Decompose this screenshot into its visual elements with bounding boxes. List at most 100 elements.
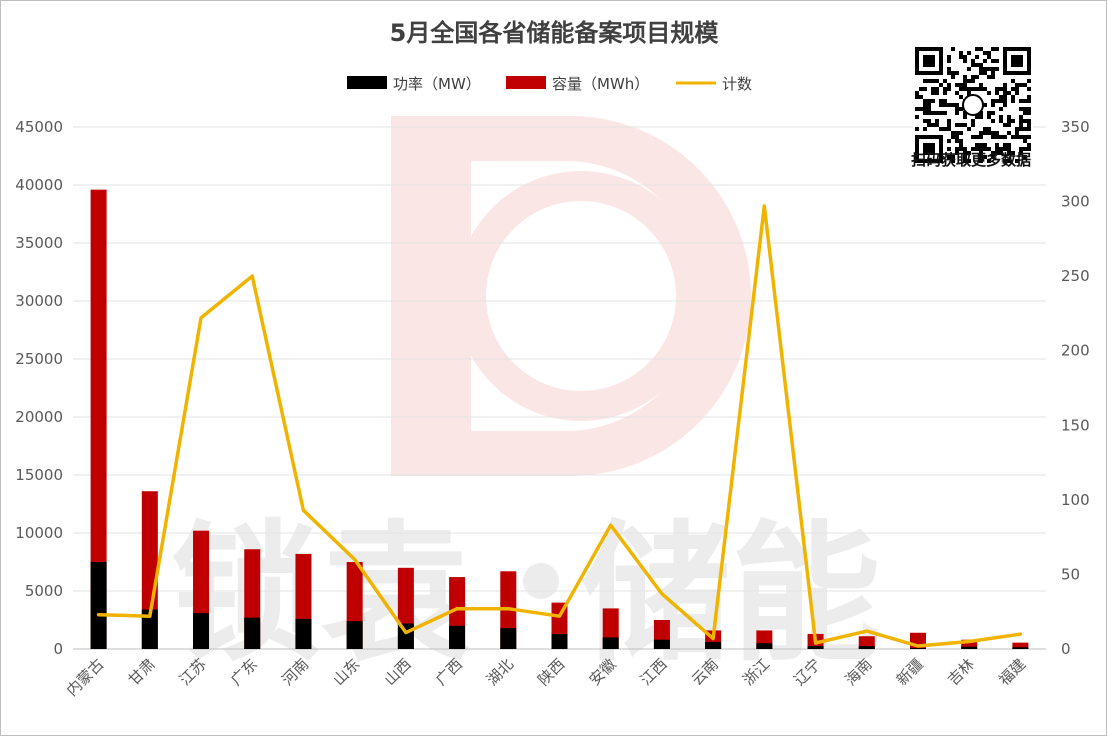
qr-module: [963, 79, 967, 83]
qr-module: [1011, 95, 1015, 99]
qr-module: [999, 135, 1003, 139]
qr-module: [995, 47, 999, 51]
qr-module: [935, 87, 939, 91]
qr-module: [959, 87, 963, 91]
qr-module: [987, 127, 991, 131]
qr-module: [995, 67, 999, 71]
qr-module: [927, 107, 931, 111]
legend-swatch-capacity: [506, 76, 546, 89]
qr-finder: [923, 55, 935, 67]
legend-label-capacity: 容量（MWh）: [552, 75, 649, 93]
qr-module: [999, 95, 1003, 99]
qr-module: [951, 47, 955, 51]
qr-module: [963, 55, 967, 59]
count-line: [96, 204, 1023, 648]
y-right-tick-label: 50: [1061, 565, 1080, 583]
qr-module: [943, 87, 947, 91]
qr-module: [999, 107, 1003, 111]
qr-module: [923, 111, 927, 115]
qr-module: [1019, 83, 1023, 87]
qr-module: [927, 123, 931, 127]
y-left-tick-label: 35000: [15, 234, 63, 252]
qr-module: [999, 119, 1003, 123]
qr-module: [1011, 151, 1015, 155]
qr-module: [947, 147, 951, 151]
qr-module: [1023, 107, 1027, 111]
qr-module: [983, 67, 987, 71]
qr-module: [947, 71, 951, 75]
bar-power: [141, 609, 158, 649]
qr-module: [1019, 119, 1023, 123]
qr-module: [931, 111, 935, 115]
qr-module: [963, 115, 967, 119]
qr-module: [959, 107, 963, 111]
qr-module: [915, 91, 919, 95]
qr-module: [999, 151, 1003, 155]
x-category-label: 内蒙古: [63, 655, 108, 700]
qr-module: [915, 107, 919, 111]
qr-module: [939, 127, 943, 131]
qr-module: [979, 63, 983, 67]
qr-module: [1003, 135, 1007, 139]
bar-power: [193, 613, 210, 649]
qr-module: [971, 135, 975, 139]
qr-module: [999, 99, 1003, 103]
wechat-icon: [962, 94, 984, 116]
qr-module: [963, 155, 967, 159]
qr-module: [975, 55, 979, 59]
qr-module: [1003, 123, 1007, 127]
qr-module: [1007, 131, 1011, 135]
qr-module: [983, 147, 987, 151]
qr-module: [987, 91, 991, 95]
qr-module: [951, 75, 955, 79]
qr-module: [995, 87, 999, 91]
qr-module: [1027, 143, 1031, 147]
qr-module: [967, 159, 971, 163]
qr-module: [991, 99, 995, 103]
qr-module: [979, 159, 983, 163]
y-left-tick-label: 30000: [15, 292, 63, 310]
qr-module: [991, 67, 995, 71]
qr-module: [991, 71, 995, 75]
qr-module: [1027, 107, 1031, 111]
qr-module: [1027, 95, 1031, 99]
bar-power: [653, 639, 670, 649]
qr-module: [919, 95, 923, 99]
qr-module: [1019, 147, 1023, 151]
y-left-tick-label: 15000: [15, 466, 63, 484]
qr-module: [1023, 147, 1027, 151]
qr-module: [959, 83, 963, 87]
qr-module: [991, 103, 995, 107]
watermark-dot: [523, 563, 559, 599]
qr-module: [959, 139, 963, 143]
qr-module: [1027, 99, 1031, 103]
qr-module: [927, 79, 931, 83]
qr-module: [951, 71, 955, 75]
qr-module: [943, 127, 947, 131]
qr-module: [959, 55, 963, 59]
bar-power: [1012, 647, 1029, 649]
qr-module: [1027, 147, 1031, 151]
qr-module: [983, 71, 987, 75]
y-axis-left: 0 5000 10000 15000 20000 25000 30000 35000 40000…: [15, 118, 63, 658]
qr-module: [951, 103, 955, 107]
x-category-label: 新疆: [893, 655, 927, 689]
qr-module: [947, 127, 951, 131]
qr-module: [959, 147, 963, 151]
qr-module: [943, 91, 947, 95]
qr-module: [967, 79, 971, 83]
qr-module: [951, 159, 955, 163]
qr-module: [931, 79, 935, 83]
qr-module: [931, 123, 935, 127]
qr-module: [991, 131, 995, 135]
qr-code[interactable]: [913, 45, 1033, 165]
qr-module: [951, 155, 955, 159]
qr-module: [1027, 87, 1031, 91]
bar-capacity: [858, 636, 875, 649]
qr-module: [947, 55, 951, 59]
qr-module: [1007, 115, 1011, 119]
qr-module: [991, 155, 995, 159]
qr-module: [1011, 79, 1015, 83]
qr-finder: [1011, 55, 1023, 67]
qr-module: [963, 87, 967, 91]
